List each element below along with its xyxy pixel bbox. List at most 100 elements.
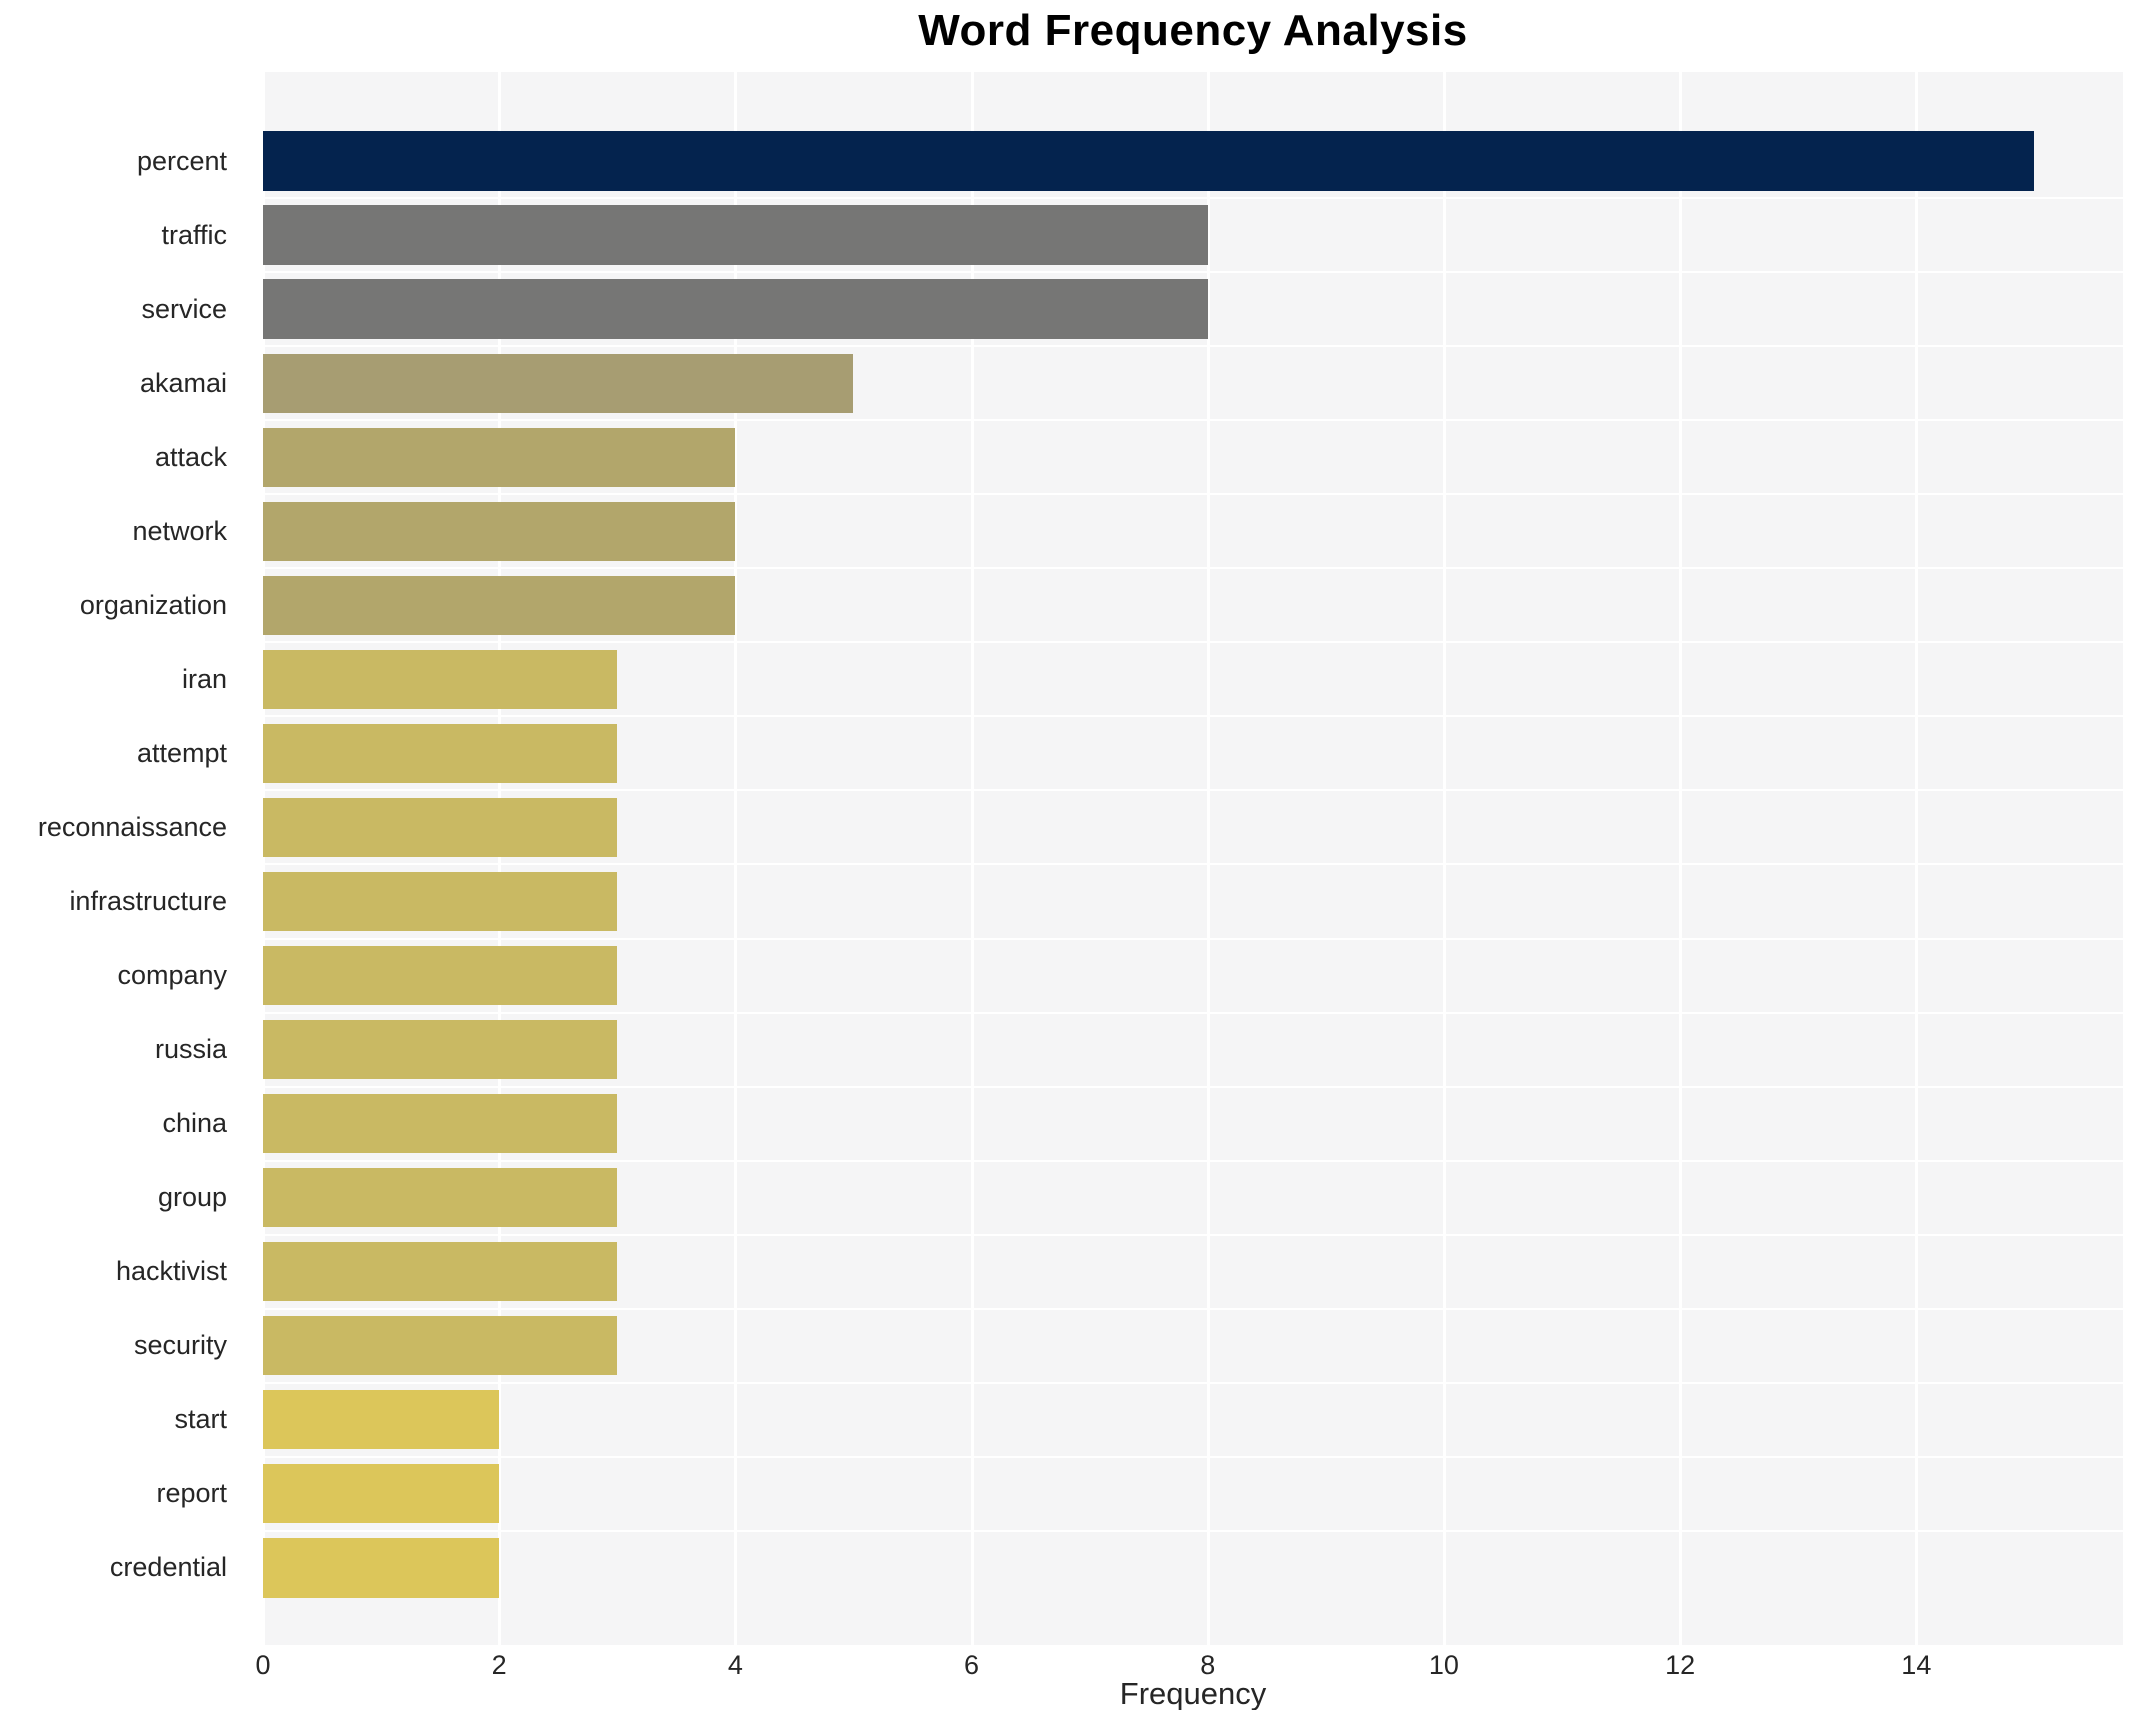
bar-row-traffic (263, 197, 2123, 272)
bar-infrastructure (263, 871, 618, 932)
bar-row-attempt (263, 715, 2123, 790)
x-axis-tick-labels: 0 2 4 6 8 10 12 14 (255, 1650, 2123, 1690)
bar-row-security (263, 1307, 2123, 1383)
row-separator (263, 1011, 2123, 1014)
bar-company (263, 945, 618, 1006)
y-tick-label-traffic: traffic (161, 219, 227, 250)
row-separator (263, 1529, 2123, 1532)
y-tick-label-service: service (141, 293, 227, 324)
bar-row-infrastructure (263, 863, 2123, 938)
y-tick-label-start: start (174, 1404, 227, 1435)
gridline-x-10 (1442, 72, 1446, 1645)
bar-traffic (263, 205, 1208, 265)
x-tick-label-0: 0 (255, 1650, 271, 1680)
row-separator (263, 1455, 2123, 1458)
bar-row-reconnaissance (263, 789, 2123, 864)
bar-china (263, 1094, 618, 1154)
bar-row-percent (263, 124, 2123, 198)
gridline-x-4 (734, 72, 738, 1645)
row-separator (263, 789, 2123, 792)
y-tick-label-percent: percent (136, 145, 227, 176)
bar-security (263, 1316, 618, 1376)
row-separator (263, 197, 2123, 200)
bar-attack (263, 427, 736, 487)
chart-title: Word Frequency Analysis (918, 6, 1468, 55)
bar-iran (263, 649, 618, 709)
bar-row-network (263, 493, 2123, 568)
row-separator (263, 1085, 2123, 1088)
row-separator (263, 863, 2123, 866)
x-tick-label-8: 8 (1200, 1650, 1216, 1680)
y-tick-label-reconnaissance: reconnaissance (37, 811, 227, 842)
bar-start (263, 1390, 500, 1450)
bar-row-attack (263, 419, 2123, 494)
bar-attempt (263, 723, 618, 783)
row-separator (263, 1307, 2123, 1310)
bar-row-russia (263, 1011, 2123, 1087)
y-tick-label-organization: organization (79, 589, 227, 620)
bar-row-organization (263, 567, 2123, 642)
bar-organization (263, 575, 736, 635)
bars-layer (263, 72, 2123, 1645)
y-tick-label-iran: iran (181, 663, 227, 694)
bar-row-service (263, 271, 2123, 346)
gridline-x-14 (1915, 72, 1919, 1645)
row-separator (263, 493, 2123, 496)
bar-row-iran (263, 641, 2123, 716)
gridline-x-2 (498, 72, 502, 1645)
y-tick-label-attack: attack (154, 441, 227, 472)
row-separator (263, 345, 2123, 348)
bar-reconnaissance (263, 797, 618, 858)
y-tick-label-china: china (162, 1108, 227, 1139)
bar-service (263, 279, 1208, 339)
row-separator (263, 567, 2123, 570)
x-tick-label-4: 4 (727, 1650, 743, 1680)
bar-network (263, 501, 736, 561)
gridline-x-8 (1206, 72, 1210, 1645)
row-separator (263, 715, 2123, 718)
y-axis-tick-labels: percent traffic service akamai attack network… (0, 72, 245, 1645)
x-tick-label-12: 12 (1665, 1650, 1696, 1680)
bar-row-akamai (263, 345, 2123, 420)
row-separator (263, 641, 2123, 644)
bar-row-china (263, 1085, 2123, 1161)
bar-row-credential (263, 1529, 2123, 1605)
row-separator (263, 937, 2123, 940)
y-tick-label-russia: russia (154, 1034, 227, 1065)
y-tick-label-akamai: akamai (139, 367, 227, 398)
gridline-x-6 (970, 72, 974, 1645)
bar-percent (263, 131, 2035, 191)
bar-row-group (263, 1159, 2123, 1235)
bar-row-hacktivist (263, 1233, 2123, 1309)
row-separator (263, 1381, 2123, 1384)
y-tick-label-security: security (133, 1330, 227, 1361)
y-tick-label-credential: credential (109, 1552, 227, 1583)
x-axis-title: Frequency (1119, 1676, 1267, 1710)
bar-hacktivist (263, 1242, 618, 1302)
row-separator (263, 1233, 2123, 1236)
bar-russia (263, 1019, 618, 1080)
bar-group (263, 1168, 618, 1228)
gridline-x-12 (1679, 72, 1683, 1645)
row-separator (263, 1159, 2123, 1162)
bar-akamai (263, 353, 854, 413)
y-tick-label-attempt: attempt (136, 737, 227, 768)
y-tick-label-company: company (117, 960, 227, 991)
y-tick-label-infrastructure: infrastructure (69, 885, 227, 916)
bar-row-report (263, 1455, 2123, 1531)
y-tick-label-network: network (132, 515, 227, 546)
bar-row-company (263, 937, 2123, 1013)
row-separator (263, 271, 2123, 274)
bar-report (263, 1464, 500, 1524)
x-tick-label-10: 10 (1428, 1650, 1459, 1680)
plot-area (262, 72, 2123, 1645)
bar-row-start (263, 1381, 2123, 1457)
gridline-x-0 (262, 72, 265, 1645)
bar-credential (263, 1538, 500, 1598)
y-tick-label-hacktivist: hacktivist (115, 1256, 227, 1287)
x-tick-label-14: 14 (1901, 1650, 1932, 1680)
row-separator (263, 419, 2123, 422)
x-tick-label-2: 2 (491, 1650, 507, 1680)
y-tick-label-group: group (157, 1182, 227, 1213)
